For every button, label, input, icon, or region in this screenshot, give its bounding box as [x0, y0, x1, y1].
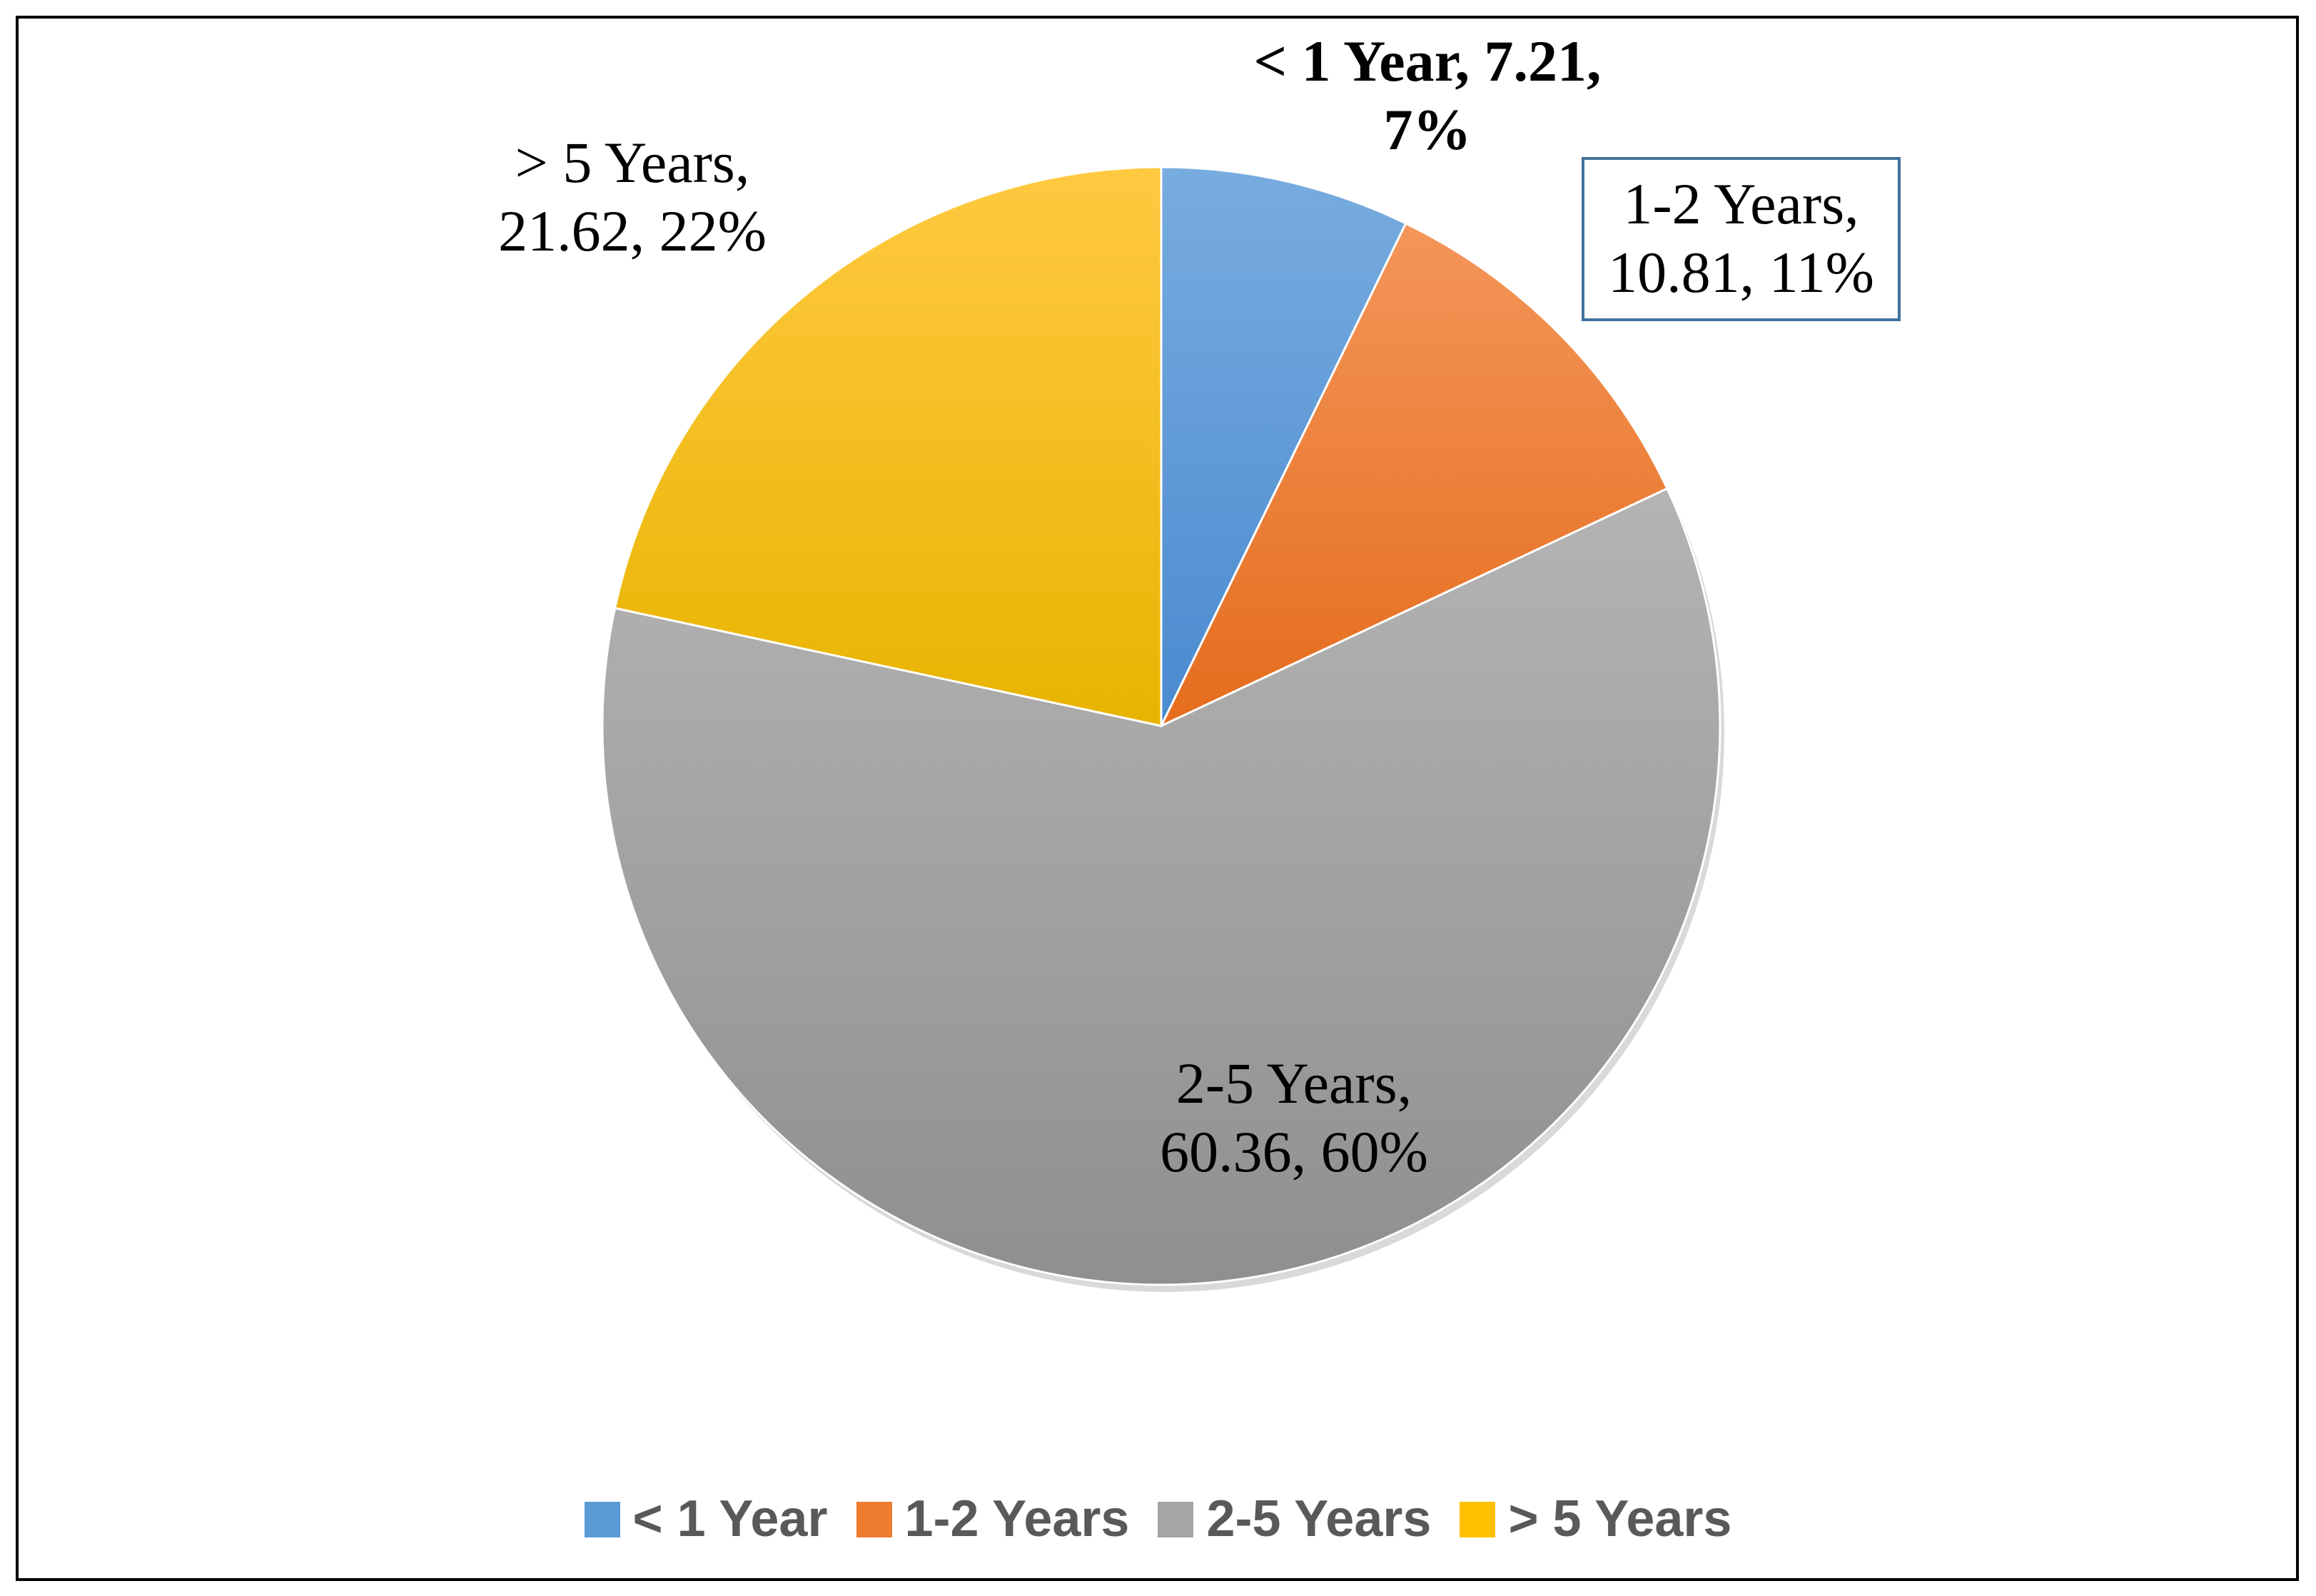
data-label-line: 1-2 Years, [1623, 171, 1859, 236]
legend: < 1 Year 1-2 Years 2-5 Years > 5 Years [0, 1489, 2316, 1549]
slice-1-2-years [1158, 221, 1669, 729]
legend-item-more-than-5-years: > 5 Years [1460, 1489, 1731, 1549]
data-label-line: 7% [1383, 97, 1472, 162]
data-label-less-than-1-year: < 1 Year, 7.21, 7% [1142, 27, 1713, 164]
data-label-line: 10.81, 11% [1608, 240, 1874, 305]
legend-swatch [856, 1502, 892, 1537]
data-label-line: 2-5 Years, [1175, 1051, 1412, 1116]
legend-item-2-5-years: 2-5 Years [1158, 1489, 1431, 1549]
data-label-line: 21.62, 22% [498, 198, 767, 263]
legend-item-1-2-years: 1-2 Years [856, 1489, 1130, 1549]
legend-label: > 5 Years [1508, 1490, 1732, 1547]
legend-swatch [1460, 1502, 1496, 1537]
legend-label: 2-5 Years [1206, 1490, 1432, 1547]
slice-less-than-1-year [1160, 166, 1407, 727]
data-label-2-5-years: 2-5 Years, 60.36, 60% [1080, 1049, 1508, 1186]
legend-swatch [1158, 1502, 1194, 1537]
legend-label: 1-2 Years [904, 1490, 1130, 1547]
data-label-line: > 5 Years, [515, 130, 750, 195]
legend-item-less-than-1-year: < 1 Year [584, 1489, 828, 1549]
data-label-line: 60.36, 60% [1160, 1119, 1428, 1184]
slice-more-than-5-years [613, 166, 1163, 727]
data-label-line: < 1 Year, 7.21, [1253, 29, 1602, 94]
slice-2-5-years [601, 487, 1721, 1286]
data-label-more-than-5-years: > 5 Years, 21.62, 22% [397, 128, 868, 266]
legend-swatch [584, 1502, 620, 1537]
legend-label: < 1 Year [632, 1490, 828, 1547]
data-label-1-2-years: 1-2 Years, 10.81, 11% [1582, 157, 1901, 321]
